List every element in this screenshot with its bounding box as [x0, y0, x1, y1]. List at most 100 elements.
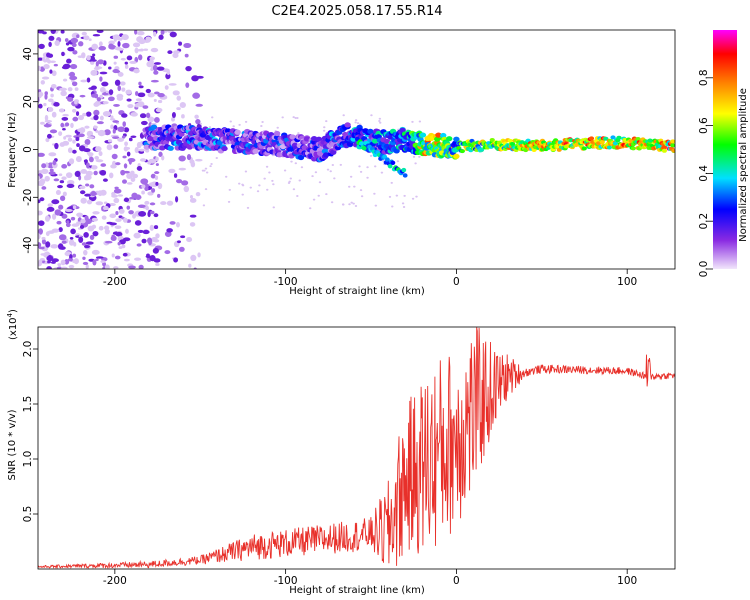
spectrogram-ridge-cell	[478, 147, 485, 152]
snr-xtick-label: 0	[453, 575, 460, 587]
spectrogram-noise-cell	[88, 38, 92, 42]
spectrogram-ridge-cell	[150, 124, 158, 130]
spectrogram-noise-cell	[49, 60, 56, 64]
spectrogram-noise-cell	[48, 41, 52, 47]
spectrogram-ridge-cell	[671, 148, 675, 153]
spectrogram-noise-cell	[195, 191, 201, 197]
spectrogram-noise-cell	[156, 66, 165, 71]
spectrogram-noise-cell	[41, 238, 46, 245]
spectrogram-noise-cell	[51, 213, 57, 220]
spectrogram-noise-cell	[84, 244, 91, 249]
snr-ticks: -200 -100 0 100 0.5 1.0 1.5 2.0	[22, 341, 637, 587]
spectrogram-noise-cell	[123, 127, 130, 133]
spectrogram-noise-cell	[65, 172, 73, 179]
spectrogram-noise-cell	[97, 190, 103, 197]
spectrogram-noise-cell	[380, 171, 384, 174]
spectrogram-noise-cell	[120, 57, 126, 61]
spectrogram-noise-cell	[195, 158, 203, 162]
spectrogram-noise-cell	[46, 266, 52, 269]
snr-scale-exponent: 4	[6, 312, 14, 317]
spectrogram-noise-cell	[82, 112, 87, 117]
spectrogram-ridge-cell	[647, 138, 653, 143]
spectrogram-noise-cell	[189, 222, 196, 227]
spectrogram-noise-cell	[173, 173, 178, 178]
spectrogram-noise-cell	[122, 155, 127, 159]
spectrogram-noise-cell	[133, 232, 141, 239]
spectrogram-noise-cell	[134, 30, 138, 35]
spectrogram-xtick-label: 100	[617, 276, 637, 288]
spectrogram-noise-cell	[38, 233, 41, 240]
spectrogram-noise-cell	[41, 76, 50, 80]
spectrogram-noise-cell	[360, 195, 364, 198]
spectrogram-noise-cell	[92, 231, 99, 237]
spectrogram-noise-cell	[110, 164, 117, 169]
spectrogram-ridge-cell	[446, 136, 453, 142]
spectrogram-noise-cell	[113, 103, 120, 107]
spectrogram-noise-cell	[88, 156, 94, 163]
spectrogram-noise-cell	[138, 38, 146, 45]
spectrogram-noise-cell	[123, 197, 130, 203]
spectrogram-noise-cell	[112, 136, 120, 140]
spectrogram-marks	[38, 30, 675, 269]
colorbar: 0.0 0.2 0.4 0.6 0.8 Normalized spectral ampl…	[698, 30, 749, 277]
spectrogram-ridge-cell	[435, 132, 442, 138]
spectrogram-noise-cell	[95, 159, 104, 163]
spectrogram-noise-cell	[147, 116, 155, 123]
spectrogram-ridge-cell	[612, 141, 618, 146]
spectrogram-noise-cell	[153, 225, 159, 230]
spectrogram-noise-cell	[137, 54, 143, 61]
spectrogram-noise-cell	[98, 45, 107, 51]
spectrogram-noise-cell	[189, 214, 197, 218]
spectrogram-noise-cell	[153, 239, 160, 243]
spectrogram-noise-cell	[276, 126, 279, 129]
spectrogram-noise-cell	[130, 170, 135, 176]
spectrogram-ridge-cell	[635, 137, 641, 142]
snr-xtick-label: 100	[617, 575, 637, 587]
spectrogram-noise-cell	[96, 97, 102, 102]
spectrogram-noise-cell	[95, 258, 99, 262]
spectrogram-noise-cell	[60, 30, 65, 34]
spectrogram-noise-cell	[104, 228, 110, 235]
spectrogram-noise-cell	[145, 112, 151, 119]
spectrogram-noise-cell	[117, 85, 122, 92]
spectrogram-noise-cell	[117, 194, 124, 197]
spectrogram-noise-cell	[130, 112, 138, 117]
spectrogram-noise-cell	[90, 69, 98, 76]
spectrogram-noise-cell	[86, 136, 95, 139]
spectrogram-noise-cell	[84, 193, 91, 197]
spectrogram-noise-cell	[117, 41, 121, 47]
spectrogram-noise-cell	[109, 213, 117, 219]
spectrogram-noise-cell	[91, 249, 100, 255]
spectrogram-noise-cell	[92, 259, 97, 266]
spectrogram-noise-cell	[38, 246, 45, 250]
spectrogram-noise-cell	[164, 250, 171, 255]
spectrogram-noise-cell	[296, 195, 299, 198]
spectrogram-noise-cell	[175, 222, 180, 228]
spectrogram-noise-cell	[44, 91, 48, 96]
spectrogram-noise-cell	[47, 107, 54, 113]
spectrogram-noise-cell	[127, 103, 134, 109]
spectrogram-noise-cell	[44, 175, 50, 182]
spectrogram-xtick-label: -100	[274, 276, 298, 288]
spectrogram-noise-cell	[72, 205, 77, 210]
spectrogram-noise-cell	[67, 147, 73, 154]
spectrogram-noise-cell	[62, 128, 66, 131]
snr-xlabel: Height of straight line (km)	[289, 585, 425, 596]
spectrogram-noise-cell	[74, 87, 79, 91]
spectrogram-noise-cell	[137, 92, 146, 98]
spectrogram-noise-cell	[325, 193, 328, 196]
spectrogram-noise-cell	[112, 34, 121, 41]
spectrogram-noise-cell	[228, 188, 231, 191]
spectrogram-noise-cell	[317, 194, 320, 197]
spectrogram-ridge-cell	[361, 145, 367, 151]
spectrogram-noise-cell	[168, 168, 176, 174]
spectrogram-noise-cell	[102, 101, 109, 105]
spectrogram-noise-cell	[418, 155, 421, 158]
spectrogram-ridge-cell	[297, 154, 305, 161]
spectrogram-noise-cell	[38, 57, 44, 61]
spectrogram-noise-cell	[72, 149, 77, 154]
spectrogram-noise-cell	[78, 41, 84, 47]
spectrogram-noise-cell	[80, 79, 88, 83]
spectrogram-noise-cell	[382, 159, 385, 162]
spectrogram-noise-cell	[43, 102, 47, 107]
